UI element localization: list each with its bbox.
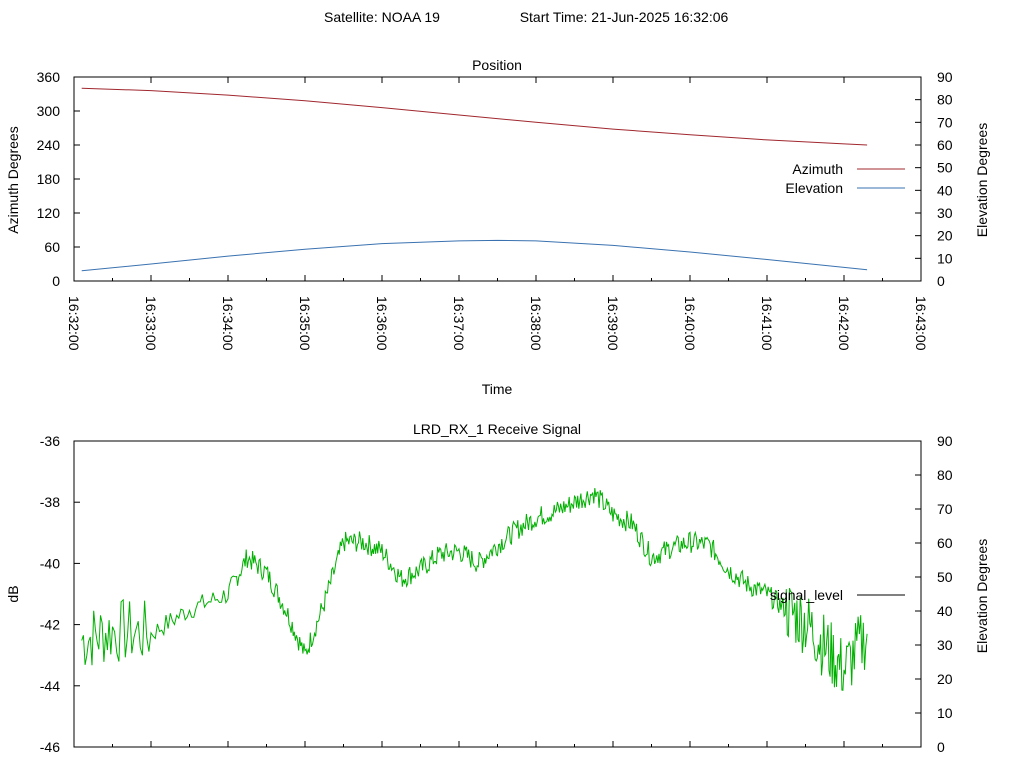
- position-x-tick-label: 16:34:00: [220, 296, 236, 351]
- legend-elevation-label: Elevation: [785, 180, 843, 196]
- signal-y2-tick-label: 40: [937, 603, 953, 619]
- signal-y2-tick-label: 80: [937, 467, 953, 483]
- position-y2-tick-label: 10: [937, 250, 953, 266]
- signal-y2-tick-label: 60: [937, 535, 953, 551]
- signal-y-tick-label: -42: [40, 617, 60, 633]
- position-y-tick-label: 180: [37, 171, 61, 187]
- signal-title: LRD_RX_1 Receive Signal: [413, 421, 581, 437]
- position-y-tick-label: 60: [44, 239, 60, 255]
- position-series: [81, 87, 868, 272]
- position-y-tick-label: 360: [37, 69, 61, 85]
- position-x-tick-label: 16:42:00: [836, 296, 852, 351]
- position-y2-axis-title: Elevation Degrees: [974, 123, 990, 237]
- position-x-tick-label: 16:33:00: [143, 296, 159, 351]
- position-y2-tick-label: 0: [937, 273, 945, 289]
- position-x-tick-label: 16:35:00: [297, 296, 313, 351]
- legend-signal-level-label: signal_level: [770, 587, 843, 603]
- signal-y2-tick-label: 10: [937, 705, 953, 721]
- position-x-tick-label: 16:38:00: [528, 296, 544, 351]
- legend-azimuth-label: Azimuth: [792, 161, 843, 177]
- position-x-axis-title: Time: [482, 381, 513, 397]
- position-y-tick-label: 300: [37, 103, 61, 119]
- signal-y2-tick-label: 90: [937, 433, 953, 449]
- position-y-tick-label: 0: [52, 273, 60, 289]
- position-x-tick-label: 16:41:00: [759, 296, 775, 351]
- signal-series: [81, 488, 868, 691]
- signal-y2-tick-label: 50: [937, 569, 953, 585]
- series-signal-level-line: [81, 488, 868, 691]
- position-title: Position: [472, 57, 522, 73]
- signal-y-tick-label: -46: [40, 739, 60, 755]
- position-x-tick-label: 16:36:00: [374, 296, 390, 351]
- position-y2-tick-label: 60: [937, 137, 953, 153]
- signal-legend: signal_level: [770, 587, 905, 603]
- signal-y2-tick-label: 20: [937, 671, 953, 687]
- position-y2-tick-label: 90: [937, 69, 953, 85]
- signal-y-tick-label: -36: [40, 433, 60, 449]
- position-y2-tick-label: 20: [937, 228, 953, 244]
- position-x-tick-label: 16:32:00: [66, 296, 82, 351]
- position-x-tick-label: 16:39:00: [605, 296, 621, 351]
- position-x-tick-label: 16:43:00: [913, 296, 929, 351]
- signal-y2-tick-label: 70: [937, 501, 953, 517]
- position-y-tick-label: 240: [37, 137, 61, 153]
- position-y-axis-title: Azimuth Degrees: [5, 126, 21, 233]
- position-legend: Azimuth Elevation: [785, 161, 905, 196]
- series-elevation-line: [81, 239, 868, 272]
- position-x-tick-label: 16:40:00: [682, 296, 698, 351]
- signal-axes: -36 -38 -40 -42 -44 -46 0 10 20 30 40 50 60 70 80 90: [40, 433, 953, 755]
- signal-y2-tick-label: 0: [937, 739, 945, 755]
- satellite-label: Satellite: NOAA 19: [324, 9, 440, 25]
- position-y2-tick-label: 30: [937, 205, 953, 221]
- position-plot-frame: [73, 76, 922, 282]
- position-y2-tick-label: 70: [937, 114, 953, 130]
- signal-y2-axis-title: Elevation Degrees: [974, 539, 990, 653]
- signal-y-tick-label: -38: [40, 494, 60, 510]
- signal-y-tick-label: -40: [40, 555, 60, 571]
- position-y2-tick-label: 80: [937, 92, 953, 108]
- series-azimuth-line: [81, 87, 868, 146]
- position-y2-tick-label: 50: [937, 160, 953, 176]
- position-y-tick-label: 120: [37, 205, 61, 221]
- position-chart: Position 0 60 120 180 240 300 360 0 10 20 30 40 50 60…: [5, 57, 990, 397]
- signal-y-axis-title: dB: [5, 585, 21, 602]
- position-axes: 0 60 120 180 240 300 360 0 10 20 30 40 50 60 70 80 90 16:…: [37, 69, 953, 351]
- position-y2-tick-label: 40: [937, 182, 953, 198]
- signal-chart: LRD_RX_1 Receive Signal -36-38-40-42-44-…: [5, 421, 990, 755]
- start-time-label: Start Time: 21-Jun-2025 16:32:06: [520, 9, 729, 25]
- signal-y-tick-label: -44: [40, 678, 60, 694]
- position-x-tick-label: 16:37:00: [451, 296, 467, 351]
- signal-y2-tick-label: 30: [937, 637, 953, 653]
